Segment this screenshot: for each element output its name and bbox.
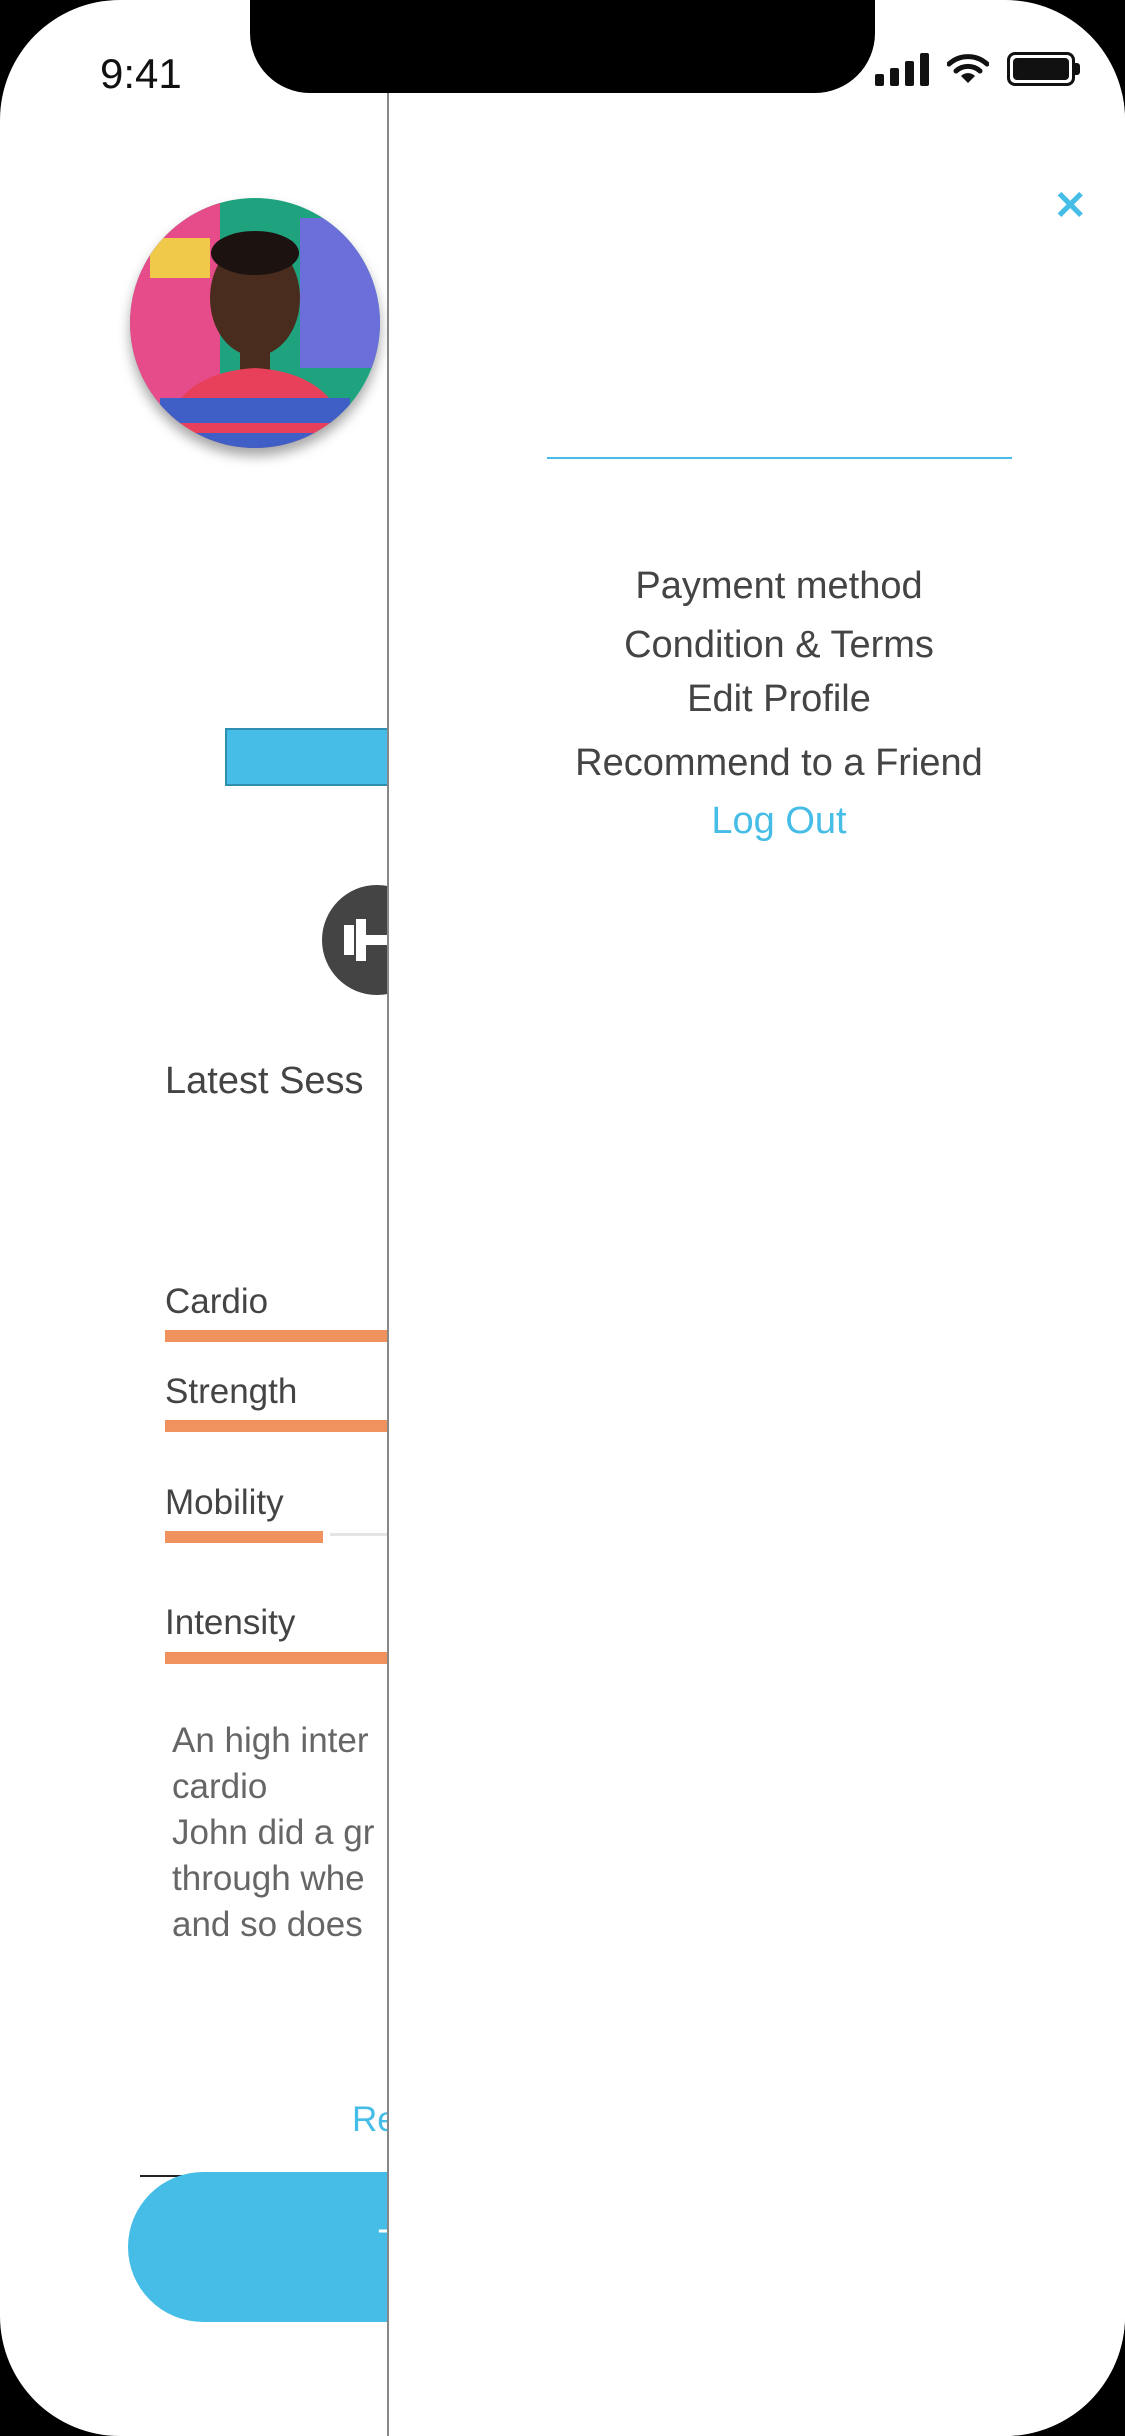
cardio-label: Cardio — [165, 1282, 269, 1321]
menu-item-recommend[interactable]: Recommend to a Friend — [575, 742, 983, 784]
status-time: 9:41 — [100, 50, 182, 97]
wifi-icon — [947, 54, 989, 83]
latest-session-heading: Latest Sess — [165, 1060, 364, 1102]
close-icon[interactable]: ✕ — [1053, 184, 1087, 228]
mobility-label: Mobility — [165, 1483, 284, 1522]
session-description: An high inter cardio John did a gr throu… — [172, 1721, 375, 1944]
intensity-label: Intensity — [165, 1603, 296, 1642]
drawer-divider — [547, 457, 1012, 459]
strength-label: Strength — [165, 1372, 298, 1411]
cellular-signal-icon — [875, 52, 929, 86]
avatar[interactable] — [130, 198, 380, 448]
mobility-bar — [165, 1531, 323, 1543]
battery-icon — [1007, 52, 1080, 86]
menu-item-edit-profile[interactable]: Edit Profile — [687, 678, 871, 720]
mobility-bar-track — [330, 1533, 390, 1536]
status-icons — [875, 52, 1080, 86]
menu-item-log-out[interactable]: Log Out — [711, 800, 847, 842]
side-drawer: ✕ Payment method Condition & Terms Edit … — [387, 93, 1125, 2436]
menu-item-payment-method[interactable]: Payment method — [635, 565, 923, 607]
notch — [250, 0, 875, 93]
menu-item-condition-terms[interactable]: Condition & Terms — [624, 624, 934, 666]
